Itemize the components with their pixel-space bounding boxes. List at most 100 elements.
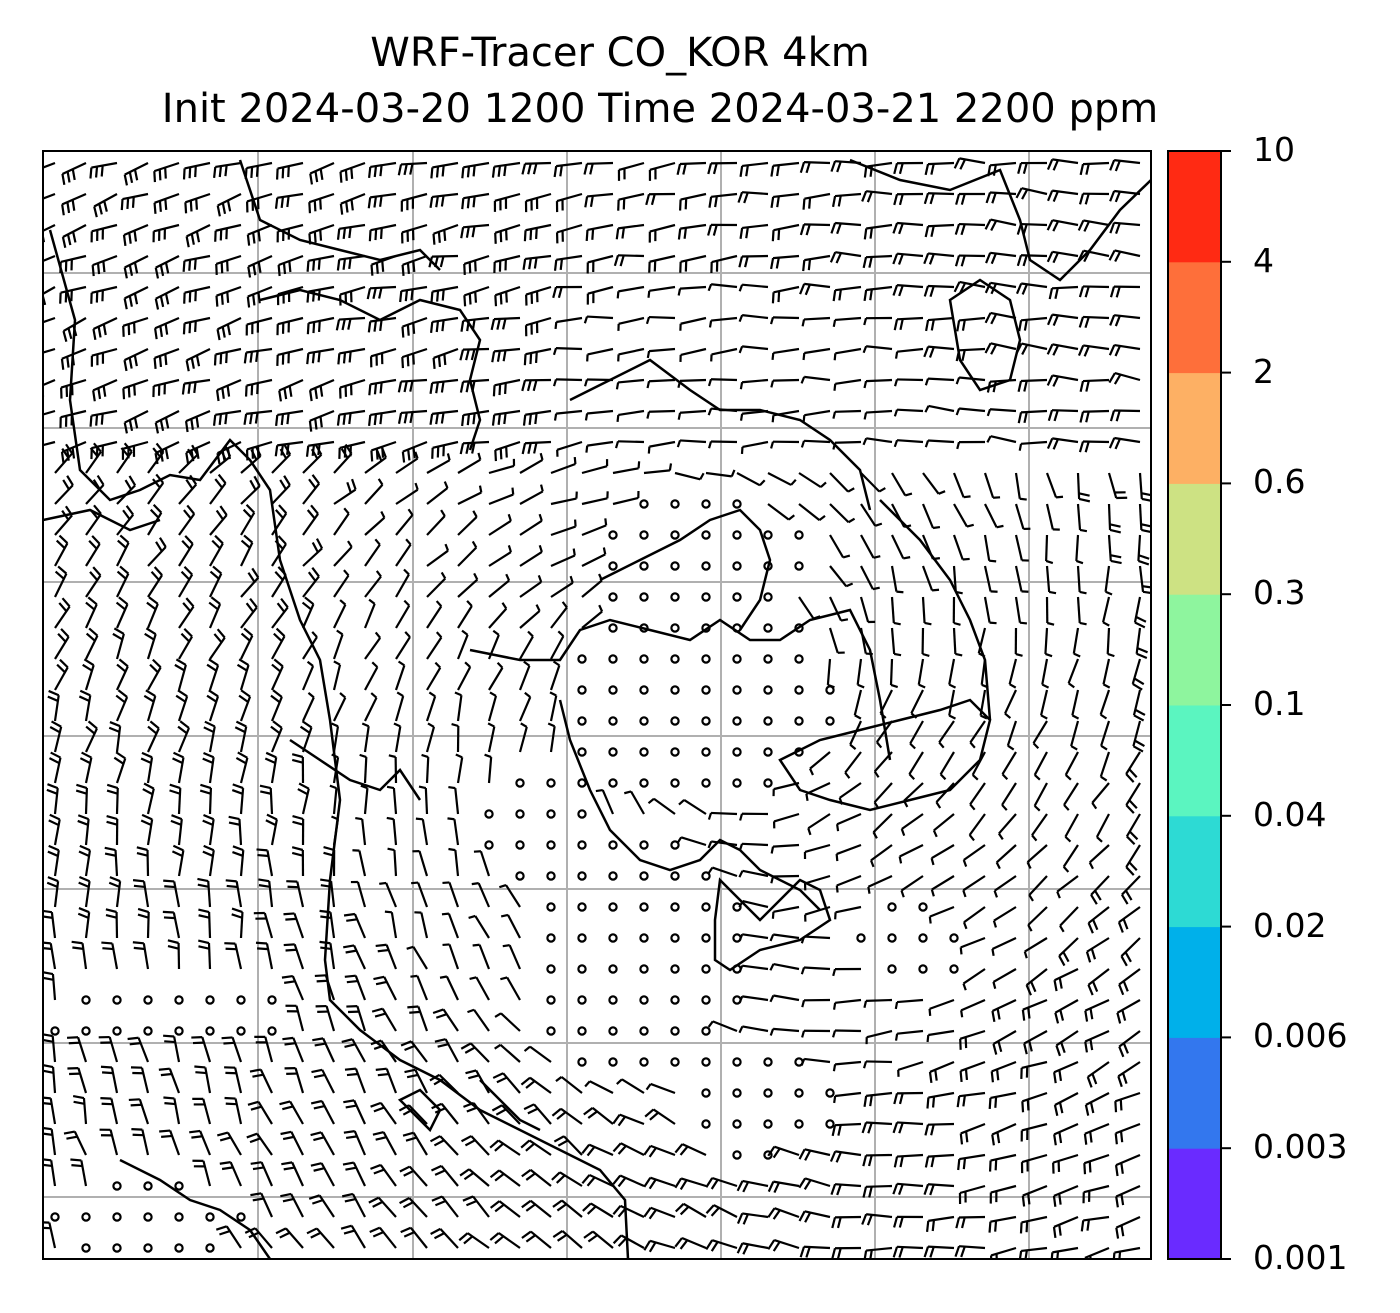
wind-barb — [306, 254, 335, 272]
wind-barb — [454, 691, 463, 722]
wind-barb — [1020, 1153, 1048, 1174]
calm-marker — [732, 499, 742, 509]
wind-barb — [1072, 627, 1081, 658]
calm-marker — [763, 623, 773, 633]
wind-barb — [54, 443, 74, 474]
wind-barb — [253, 911, 274, 939]
wind-barb — [923, 192, 955, 205]
wind-barb — [333, 507, 350, 536]
wind-barb — [332, 629, 344, 660]
wind-barb — [647, 285, 676, 298]
wind-barb — [333, 692, 347, 722]
wind-barb — [1058, 937, 1079, 967]
calm-marker — [701, 747, 711, 757]
calm-marker — [825, 685, 835, 695]
wind-barb — [146, 596, 159, 629]
wind-barb — [429, 192, 459, 208]
wind-barb — [224, 1066, 243, 1094]
wind-barb — [271, 597, 289, 629]
wind-barb — [932, 813, 955, 838]
wind-barb — [208, 596, 222, 629]
wind-barb — [1014, 472, 1027, 501]
calm-marker — [639, 1026, 649, 1036]
wind-barb — [799, 282, 831, 296]
wind-barb — [491, 1104, 521, 1125]
wind-barb — [431, 1164, 459, 1187]
wind-barb — [432, 347, 459, 370]
wind-barb — [894, 998, 924, 1010]
wind-barb — [432, 223, 459, 245]
wind-barb — [863, 1246, 893, 1259]
colorbar-tick-label: 0.001 — [1253, 1238, 1348, 1277]
wind-barb — [123, 286, 149, 310]
wind-barb — [772, 812, 800, 829]
wind-barb — [829, 565, 854, 588]
calm-marker — [701, 623, 711, 633]
wind-barb — [969, 782, 986, 811]
wind-barb — [333, 599, 347, 629]
wind-barb — [116, 442, 133, 474]
calm-marker — [701, 1057, 711, 1067]
wind-barb — [740, 440, 769, 455]
wind-barb — [430, 161, 459, 179]
wind-barb — [215, 378, 242, 402]
wind-barb — [1107, 534, 1122, 565]
wind-barb — [185, 224, 211, 248]
calm-marker — [887, 933, 897, 943]
wind-barb — [991, 937, 1017, 957]
calm-marker — [670, 933, 680, 943]
wind-barb — [163, 1096, 181, 1125]
calm-marker — [670, 561, 680, 571]
wind-barb — [893, 408, 924, 417]
wind-barb — [1109, 159, 1141, 172]
calm-marker — [236, 1026, 246, 1036]
wind-barb — [459, 440, 490, 455]
wind-barb — [209, 534, 224, 567]
wind-barb — [767, 1207, 800, 1220]
wind-barb — [429, 1135, 459, 1156]
wind-barb — [835, 843, 862, 862]
wind-barb — [770, 254, 800, 270]
wind-barb — [705, 469, 736, 478]
wind-barb — [91, 254, 118, 277]
wind-barb — [674, 1236, 707, 1250]
wind-barb — [245, 316, 273, 336]
wind-barb — [132, 879, 150, 908]
wind-barb — [893, 1091, 924, 1105]
wind-barb — [708, 192, 738, 208]
wind-barb — [214, 223, 242, 242]
calm-marker — [670, 1026, 680, 1036]
wind-barb — [397, 378, 428, 393]
wind-barb — [99, 1128, 119, 1156]
wind-barb — [469, 976, 490, 1001]
wind-barb — [836, 812, 862, 832]
coastline-bohai-north — [259, 288, 482, 451]
calm-marker — [732, 1119, 742, 1129]
wind-barb — [959, 1122, 986, 1145]
calm-marker — [639, 654, 649, 664]
wind-barb — [739, 161, 769, 177]
calm-marker — [763, 654, 773, 664]
wind-barb — [549, 660, 561, 691]
wind-barb — [104, 846, 119, 877]
wind-barb — [958, 1184, 986, 1205]
wind-barb — [1055, 1030, 1079, 1057]
wind-barb — [250, 1161, 274, 1187]
wind-barb — [924, 404, 955, 413]
wind-barb — [801, 316, 831, 327]
wind-barb — [395, 451, 419, 474]
wind-barb — [844, 751, 862, 779]
wind-barb — [1109, 409, 1141, 422]
wind-barb — [144, 627, 157, 660]
wind-barb — [397, 409, 428, 424]
calm-marker — [670, 685, 680, 695]
wind-barb — [397, 161, 428, 176]
wind-barb — [54, 475, 74, 505]
map-frame — [42, 150, 1152, 1260]
wind-barb — [954, 222, 986, 236]
wind-barb — [368, 1196, 397, 1218]
wind-barb — [343, 944, 366, 970]
wind-barb — [586, 347, 614, 362]
calm-marker — [670, 716, 680, 726]
wind-barb — [384, 910, 398, 939]
